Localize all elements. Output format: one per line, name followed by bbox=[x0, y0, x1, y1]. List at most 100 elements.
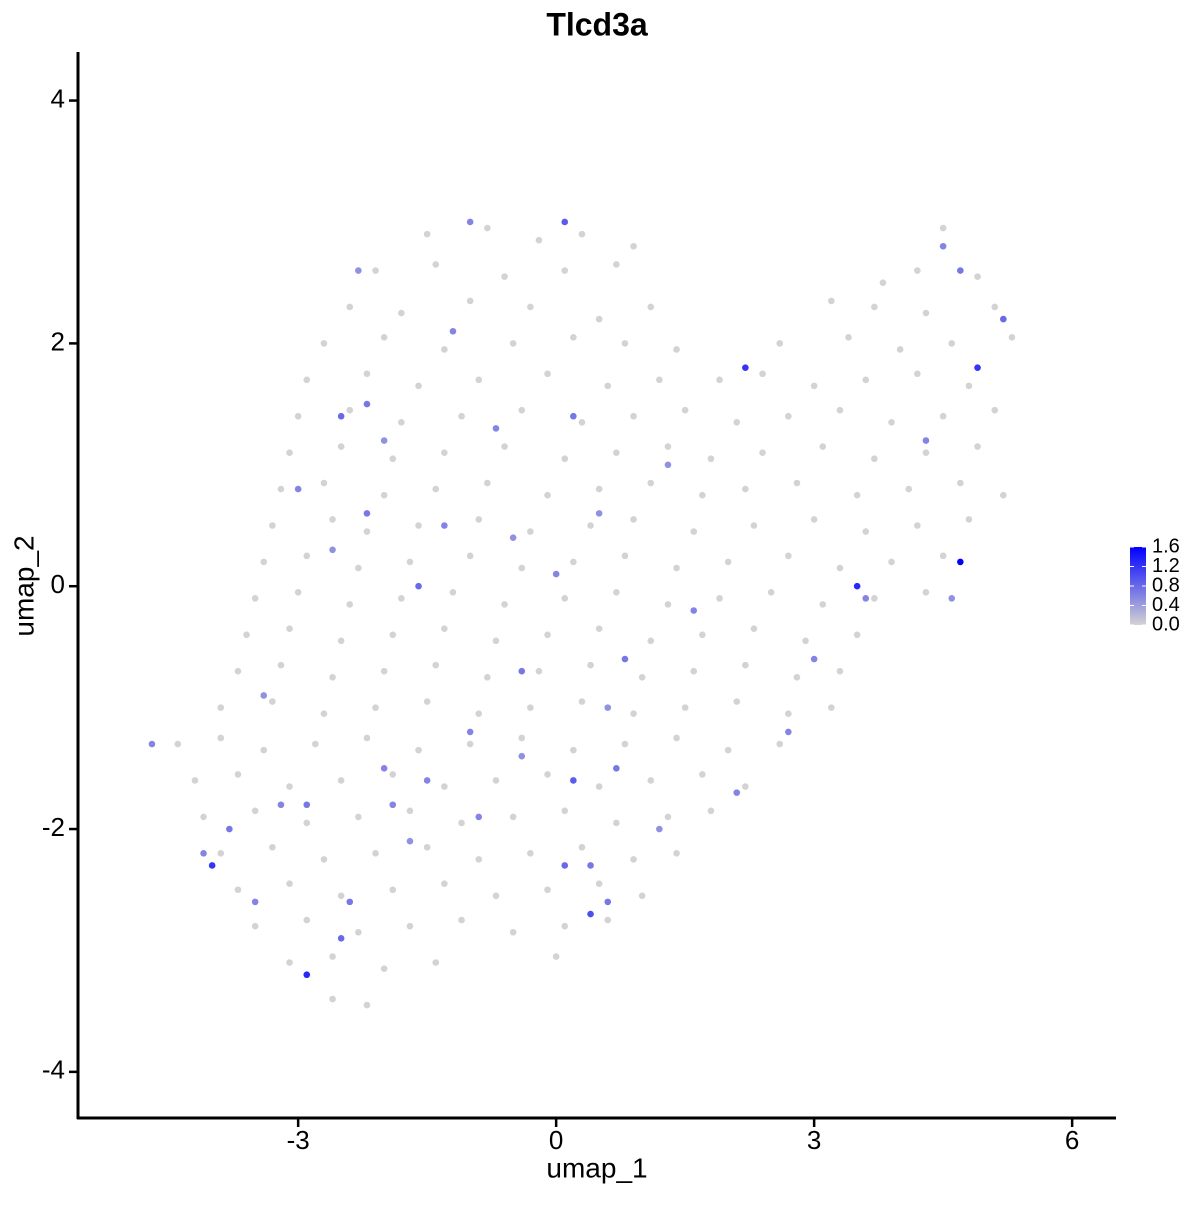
point bbox=[466, 728, 474, 736]
point bbox=[690, 607, 698, 614]
point bbox=[200, 813, 207, 821]
y-tick-label: -4 bbox=[42, 1055, 65, 1085]
colorbar-label: 0.4 bbox=[1152, 594, 1180, 616]
point bbox=[518, 752, 526, 760]
point bbox=[449, 588, 457, 596]
point bbox=[484, 224, 491, 232]
point bbox=[492, 637, 500, 645]
point bbox=[509, 928, 517, 936]
point bbox=[613, 765, 620, 772]
point bbox=[251, 898, 259, 906]
point bbox=[871, 303, 878, 311]
point bbox=[277, 661, 285, 669]
point bbox=[888, 558, 895, 566]
point bbox=[853, 631, 861, 639]
point bbox=[389, 801, 397, 809]
point bbox=[819, 443, 827, 450]
point bbox=[595, 485, 603, 493]
point bbox=[329, 995, 336, 1003]
point bbox=[733, 698, 741, 705]
colorbar-label: 1.6 bbox=[1152, 535, 1180, 557]
point bbox=[492, 892, 500, 900]
point bbox=[776, 740, 784, 748]
point bbox=[466, 740, 474, 748]
x-tick-label: 0 bbox=[549, 1125, 563, 1155]
point bbox=[337, 412, 345, 420]
point bbox=[286, 783, 293, 790]
point bbox=[320, 479, 328, 487]
point bbox=[690, 528, 698, 535]
point bbox=[587, 862, 594, 869]
point bbox=[759, 449, 766, 456]
point bbox=[750, 522, 758, 529]
point bbox=[398, 595, 405, 602]
point bbox=[871, 455, 878, 463]
point bbox=[819, 601, 827, 608]
point bbox=[475, 813, 483, 821]
point bbox=[441, 449, 448, 456]
point bbox=[423, 698, 431, 705]
point bbox=[535, 667, 543, 675]
point bbox=[415, 382, 422, 390]
point bbox=[475, 516, 483, 523]
point bbox=[260, 746, 268, 754]
point bbox=[380, 334, 388, 341]
point bbox=[527, 528, 534, 535]
point bbox=[630, 242, 637, 250]
point bbox=[441, 625, 448, 633]
point bbox=[251, 595, 259, 602]
point bbox=[432, 261, 440, 268]
point bbox=[613, 588, 620, 596]
point bbox=[647, 777, 655, 784]
point bbox=[501, 601, 508, 608]
point bbox=[621, 740, 629, 748]
point bbox=[759, 370, 766, 378]
point bbox=[243, 631, 250, 639]
point bbox=[363, 510, 371, 517]
point bbox=[724, 558, 732, 566]
point bbox=[621, 552, 629, 560]
point bbox=[441, 783, 448, 790]
point bbox=[294, 412, 302, 420]
point bbox=[587, 522, 594, 529]
point bbox=[475, 376, 483, 384]
point bbox=[595, 880, 603, 887]
point bbox=[587, 910, 594, 918]
point bbox=[1008, 334, 1016, 341]
point bbox=[656, 825, 663, 833]
point bbox=[630, 856, 637, 863]
point bbox=[286, 449, 293, 456]
point bbox=[965, 382, 973, 390]
point bbox=[251, 807, 259, 815]
point bbox=[208, 862, 216, 869]
point bbox=[742, 485, 749, 493]
point bbox=[415, 746, 422, 754]
point bbox=[647, 479, 655, 487]
point bbox=[372, 267, 379, 274]
point bbox=[191, 777, 199, 784]
point bbox=[441, 346, 448, 353]
point bbox=[466, 297, 474, 305]
point bbox=[303, 916, 311, 924]
point bbox=[948, 595, 956, 602]
colorbar-label: 0.0 bbox=[1152, 613, 1180, 635]
point bbox=[939, 552, 947, 560]
point bbox=[449, 327, 457, 335]
point bbox=[303, 801, 311, 809]
point bbox=[363, 400, 371, 408]
point bbox=[664, 813, 672, 821]
point bbox=[303, 376, 311, 384]
point bbox=[570, 777, 577, 784]
point bbox=[260, 558, 268, 566]
point bbox=[355, 928, 362, 936]
point bbox=[346, 303, 354, 311]
point bbox=[148, 740, 156, 748]
point bbox=[630, 710, 637, 717]
point bbox=[974, 364, 981, 371]
point bbox=[776, 340, 784, 347]
point bbox=[389, 771, 397, 778]
point bbox=[836, 406, 844, 414]
point bbox=[269, 843, 276, 851]
point bbox=[621, 340, 629, 347]
